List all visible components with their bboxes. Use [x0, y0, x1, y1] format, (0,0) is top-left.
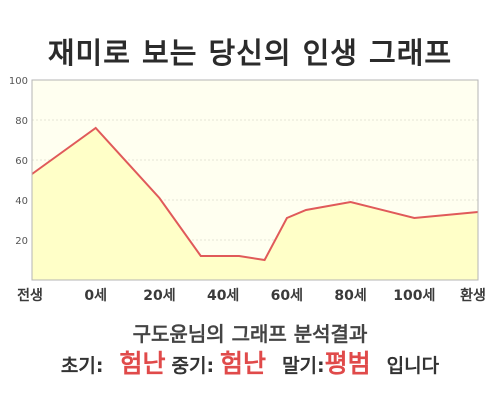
life-graph-chart: 20 40 60 80 100 전생 0세 20세 40세 60세 80세 100세 환생 — [9, 76, 486, 304]
analysis-title: 구도윤님의 그래프 분석결과 — [132, 322, 368, 346]
early-label: 초기: — [60, 355, 104, 377]
series-line — [31, 126, 479, 262]
result-suffix: 입니다 — [386, 355, 440, 377]
x-tick-label: 80세 — [334, 288, 366, 304]
x-tick-label: 전생 — [17, 287, 43, 304]
y-tick-label: 60 — [15, 156, 28, 167]
x-tick-label: 60세 — [271, 288, 303, 304]
y-tick-label: 100 — [9, 76, 28, 87]
y-axis-ticks: 20 40 60 80 100 — [9, 76, 28, 247]
late-value: 평범 — [324, 349, 371, 378]
plot-frame — [31, 79, 479, 281]
x-tick-label: 20세 — [143, 288, 175, 304]
x-axis-ticks: 전생 0세 20세 40세 60세 80세 100세 환생 — [17, 287, 486, 304]
page-title: 재미로 보는 당신의 인생 그래프 — [47, 36, 453, 70]
x-tick-label: 40세 — [207, 288, 239, 304]
y-tick-label: 80 — [15, 116, 28, 127]
analysis-summary: 초기: 험난 중기: 험난 말기:평범 입니다 — [0, 344, 500, 380]
y-tick-label: 40 — [15, 196, 28, 207]
early-value: 험난 — [119, 349, 166, 378]
y-tick-label: 20 — [15, 236, 28, 247]
area-fill — [32, 128, 478, 280]
middle-value: 험난 — [220, 349, 267, 378]
middle-label: 중기: — [171, 355, 215, 377]
x-tick-label: 환생 — [460, 287, 486, 304]
x-tick-label: 0세 — [84, 288, 107, 304]
late-label: 말기: — [282, 355, 325, 377]
x-tick-label: 100세 — [393, 288, 435, 304]
